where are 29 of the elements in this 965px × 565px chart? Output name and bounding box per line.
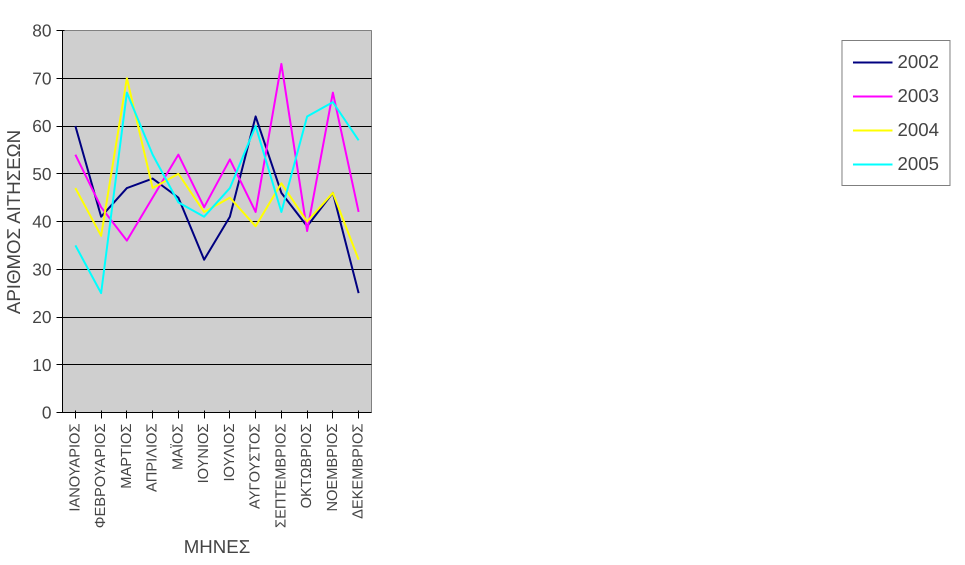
x-tick-label: ΑΥΓΟΥΣΤΟΣ: [248, 423, 264, 509]
y-tick-label: 20: [32, 307, 52, 327]
x-tick-label: ΜΑΡΤΙΟΣ: [118, 423, 135, 489]
line-series: [74, 77, 360, 261]
x-tick-label: ΙΟΥΛΙΟΣ: [222, 423, 238, 482]
x-tick-label: ΦΕΒΡΟΥΑΡΙΟΣ: [93, 423, 110, 528]
x-tick-label: ΣΕΠΤΕΜΒΡΙΟΣ: [273, 423, 290, 528]
x-tick-label: ΙΟΥΝΙΟΣ: [196, 423, 212, 484]
y-tick-label: 60: [32, 116, 52, 136]
x-tick-label: ΔΕΚΕΜΒΡΙΟΣ: [350, 423, 367, 519]
legend-label: 2002: [897, 51, 939, 73]
legend-label: 2005: [897, 153, 939, 175]
y-tick-label: 40: [32, 212, 52, 232]
x-tick-label: ΝΟΕΜΒΡΙΟΣ: [324, 423, 341, 512]
y-tick-label: 50: [32, 164, 52, 184]
x-tick-label: ΜΑΪΟΣ: [169, 423, 186, 470]
y-tick-label: 30: [32, 259, 52, 280]
x-tick-label: ΑΠΡΙΛΙΟΣ: [144, 424, 161, 492]
x-tick-label: ΙΑΝΟΥΑΡΙΟΣ: [67, 423, 84, 512]
y-tick-label: 80: [32, 20, 52, 40]
legend-label: 2003: [897, 85, 939, 107]
x-axis-title: ΜΗΝΕΣ: [184, 536, 250, 558]
x-tick-label: ΟΚΤΩΒΡΙΟΣ: [299, 423, 316, 508]
y-tick-label: 70: [32, 68, 52, 88]
legend-label: 2004: [897, 119, 939, 141]
y-tick-label: 10: [32, 354, 52, 375]
y-axis-title: ΑΡΙΘΜΟΣ ΑΙΤΗΣΕΩΝ: [3, 130, 24, 314]
line-series: [74, 62, 360, 242]
y-tick-label: 0: [42, 402, 52, 422]
